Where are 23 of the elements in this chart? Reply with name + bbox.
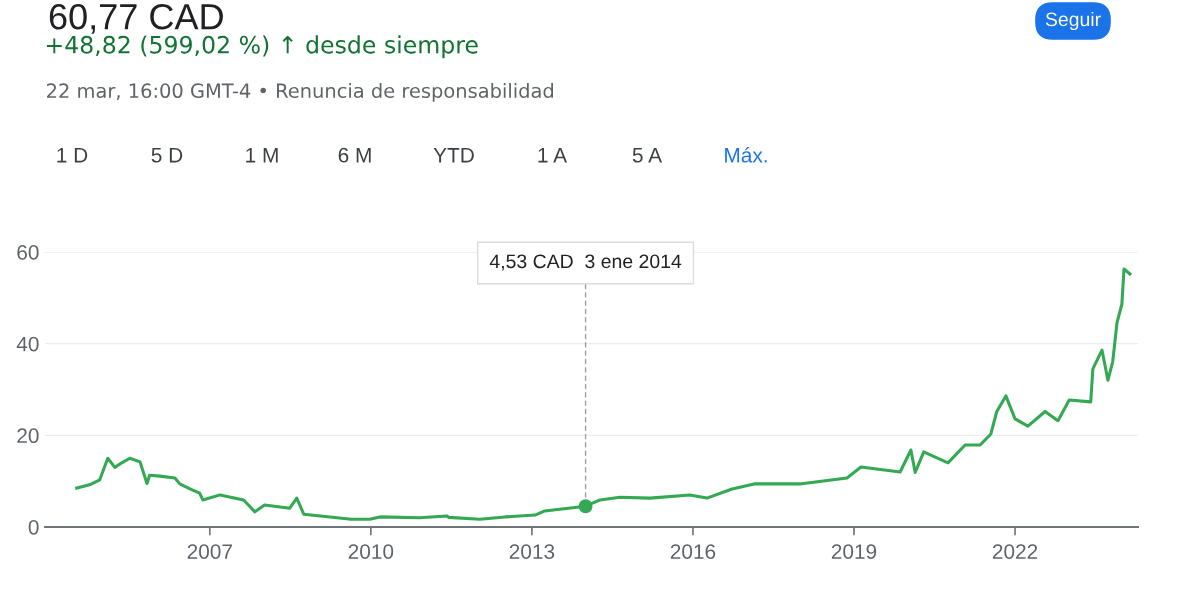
- annotation: 4,53 CAD 3 ene 2014: [489, 254, 682, 271]
- chart-title: 60,77 CAD: [49, 3, 223, 34]
- x-tick-label: 2019: [831, 544, 877, 559]
- chart-subtitle: +48,82 (599,02 %) ↑ desde siempre: [46, 35, 478, 59]
- text: 1 A: [538, 148, 568, 163]
- x-tick-label: 2016: [670, 544, 716, 559]
- x-tick-label: 2007: [187, 544, 232, 559]
- text: 1 M: [246, 148, 278, 163]
- text: YTD: [433, 148, 474, 163]
- x-tick-label: 2013: [509, 544, 555, 559]
- y-tick-label: 20: [17, 428, 39, 444]
- text: Máx.: [725, 147, 767, 163]
- y-tick-label: 40: [16, 336, 39, 352]
- text: 5 A: [632, 148, 663, 163]
- y-tick-label: 60: [17, 245, 39, 260]
- text: 5 D: [151, 148, 183, 163]
- x-tick-label: 2022: [992, 544, 1038, 559]
- x-tick-label: 2010: [348, 544, 394, 559]
- y-tick-label: 0: [28, 519, 39, 535]
- text: 1 D: [57, 148, 88, 163]
- text: Seguir: [1045, 11, 1101, 31]
- text: 22 mar, 16:00 GMT-4 • Renuncia de responsabilidad: [47, 82, 554, 102]
- text: 6 M: [338, 147, 371, 163]
